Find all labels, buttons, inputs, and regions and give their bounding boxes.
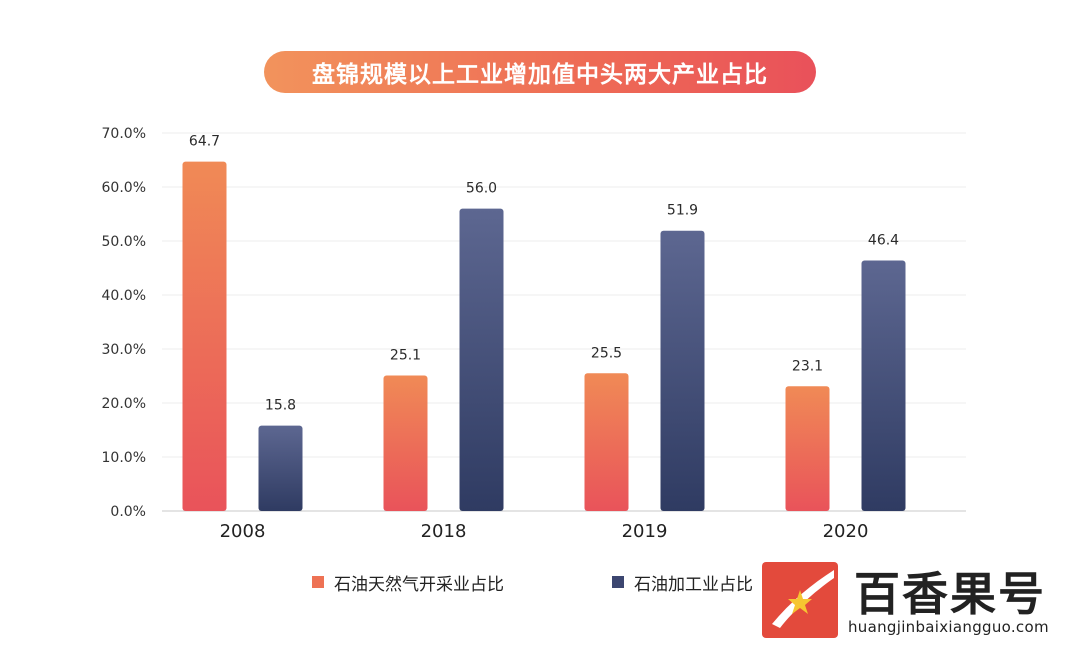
bar-refining-2020 — [861, 260, 906, 511]
legend-swatch-extraction — [312, 576, 324, 588]
data-label: 23.1 — [792, 358, 823, 374]
bar-refining-2008 — [258, 425, 303, 511]
bar-extraction-2019 — [584, 373, 629, 511]
bar-extraction-2018 — [383, 375, 428, 511]
legend-label-extraction: 石油天然气开采业占比 — [334, 574, 504, 595]
y-tick-label: 60.0% — [102, 180, 146, 196]
bar-refining-2019 — [660, 230, 705, 512]
data-label: 64.7 — [189, 134, 220, 150]
watermark-brand: 百香果号 — [854, 567, 1046, 621]
chart-title: 盘锦规模以上工业增加值中头两大产业占比 — [264, 51, 816, 93]
x-tick-label: 2020 — [823, 521, 869, 542]
y-tick-label: 70.0% — [102, 126, 146, 142]
bar-extraction-2008 — [182, 161, 227, 511]
x-tick-label: 2018 — [421, 521, 467, 542]
x-tick-label: 2008 — [220, 521, 266, 542]
watermark: 百香果号 huangjinbaixiangguo.com — [762, 556, 1072, 642]
y-tick-label: 10.0% — [102, 450, 146, 466]
brand-logo-icon — [762, 562, 838, 638]
legend-label-refining: 石油加工业占比 — [634, 574, 753, 595]
y-tick-label: 50.0% — [102, 234, 146, 250]
legend-item-refining: 石油加工业占比 — [612, 568, 753, 596]
data-label: 25.5 — [591, 345, 622, 361]
y-tick-label: 30.0% — [102, 342, 146, 358]
bar-extraction-2020 — [785, 386, 830, 511]
bar-refining-2018 — [459, 208, 504, 511]
x-tick-label: 2019 — [622, 521, 668, 542]
y-tick-label: 0.0% — [110, 504, 146, 520]
y-tick-label: 40.0% — [102, 288, 146, 304]
y-tick-label: 20.0% — [102, 396, 146, 412]
data-label: 25.1 — [390, 347, 421, 363]
data-label: 56.0 — [466, 181, 497, 197]
legend-item-extraction: 石油天然气开采业占比 — [312, 568, 504, 596]
data-label: 51.9 — [667, 203, 698, 219]
data-label: 15.8 — [265, 398, 296, 414]
data-label: 46.4 — [868, 232, 899, 248]
watermark-url: huangjinbaixiangguo.com — [848, 618, 1049, 636]
legend-swatch-refining — [612, 576, 624, 588]
